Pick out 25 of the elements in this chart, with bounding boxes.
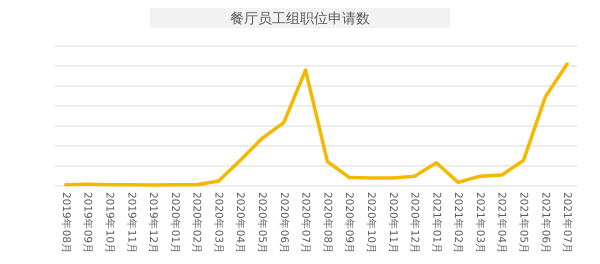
x-tick-label: 2020年07月 <box>300 192 312 254</box>
x-tick-label: 2019年09月 <box>82 192 94 254</box>
x-tick-label: 2020年02月 <box>190 192 203 254</box>
x-tick-label: 2021年02月 <box>452 192 464 254</box>
x-tick-label: 2020年12月 <box>408 192 421 254</box>
x-tick-label: 2019年11月 <box>125 192 138 254</box>
x-tick-label: 2020年05月 <box>256 192 268 254</box>
x-tick-label: 2020年11月 <box>386 192 399 254</box>
x-tick-label: 2019年10月 <box>103 192 116 254</box>
x-tick-label: 2021年04月 <box>496 192 508 254</box>
x-tick-label: 2020年06月 <box>278 192 290 254</box>
x-tick-label: 2021年01月 <box>430 192 442 254</box>
x-tick-label: 2019年08月 <box>60 192 72 254</box>
x-tick-label: 2021年07月 <box>561 192 574 254</box>
x-tick-label: 2019年12月 <box>147 192 160 254</box>
x-tick-label: 2020年10月 <box>364 192 377 254</box>
x-tick-label: 2020年04月 <box>234 192 246 254</box>
x-tick-label: 2020年03月 <box>212 192 224 254</box>
x-tick-label: 2020年09月 <box>343 192 356 254</box>
x-tick-label: 2020年01月 <box>168 192 181 254</box>
x-tick-label: 2020年08月 <box>321 192 334 254</box>
x-tick-label: 2021年03月 <box>474 192 486 254</box>
x-tick-label: 2021年06月 <box>539 192 552 254</box>
x-tick-label: 2021年05月 <box>518 192 530 254</box>
chart-title: 餐厅员工组职位申请数 <box>230 11 370 27</box>
